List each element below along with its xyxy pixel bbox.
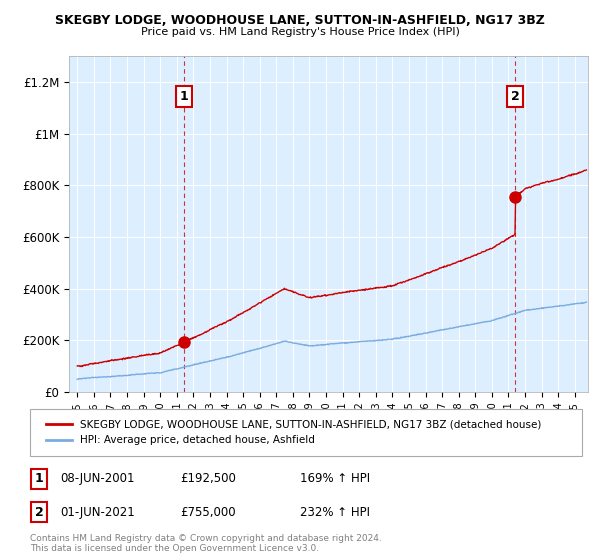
Text: SKEGBY LODGE, WOODHOUSE LANE, SUTTON-IN-ASHFIELD, NG17 3BZ: SKEGBY LODGE, WOODHOUSE LANE, SUTTON-IN-… xyxy=(55,14,545,27)
Text: 1: 1 xyxy=(35,472,43,486)
Text: 232% ↑ HPI: 232% ↑ HPI xyxy=(300,506,370,519)
Text: 2: 2 xyxy=(511,90,520,103)
Text: 01-JUN-2021: 01-JUN-2021 xyxy=(60,506,135,519)
Text: Price paid vs. HM Land Registry's House Price Index (HPI): Price paid vs. HM Land Registry's House … xyxy=(140,27,460,37)
Text: 1: 1 xyxy=(180,90,188,103)
Legend: SKEGBY LODGE, WOODHOUSE LANE, SUTTON-IN-ASHFIELD, NG17 3BZ (detached house), HPI: SKEGBY LODGE, WOODHOUSE LANE, SUTTON-IN-… xyxy=(41,415,547,450)
FancyBboxPatch shape xyxy=(30,409,582,456)
Text: 08-JUN-2001: 08-JUN-2001 xyxy=(60,472,134,486)
Text: £192,500: £192,500 xyxy=(180,472,236,486)
Text: Contains HM Land Registry data © Crown copyright and database right 2024.
This d: Contains HM Land Registry data © Crown c… xyxy=(30,534,382,553)
Text: £755,000: £755,000 xyxy=(180,506,236,519)
Text: 2: 2 xyxy=(35,506,43,519)
Text: 169% ↑ HPI: 169% ↑ HPI xyxy=(300,472,370,486)
